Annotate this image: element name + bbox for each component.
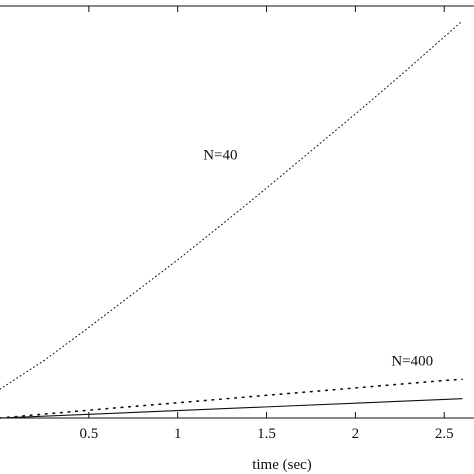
x-tick-label: 2	[352, 426, 360, 442]
x-axis-ticks: 0.5 1 1.5 2 2.5	[79, 6, 454, 442]
annotation-label-1: N=40	[203, 147, 237, 163]
x-tick-label: 1.5	[257, 426, 276, 442]
series-line-3	[0, 398, 463, 419]
series-line-2	[0, 378, 463, 419]
x-tick-label: 0.5	[79, 426, 98, 442]
series-group	[0, 20, 463, 419]
x-tick-label: 1	[174, 426, 182, 442]
annotation-label-2: N=400	[391, 354, 433, 370]
x-tick-label: 2.5	[435, 426, 454, 442]
annotations-group: N=40 N=400	[203, 147, 433, 369]
axes-frame	[0, 5, 474, 419]
series-line-1	[0, 20, 463, 390]
x-axis-label: time (sec)	[252, 457, 312, 473]
